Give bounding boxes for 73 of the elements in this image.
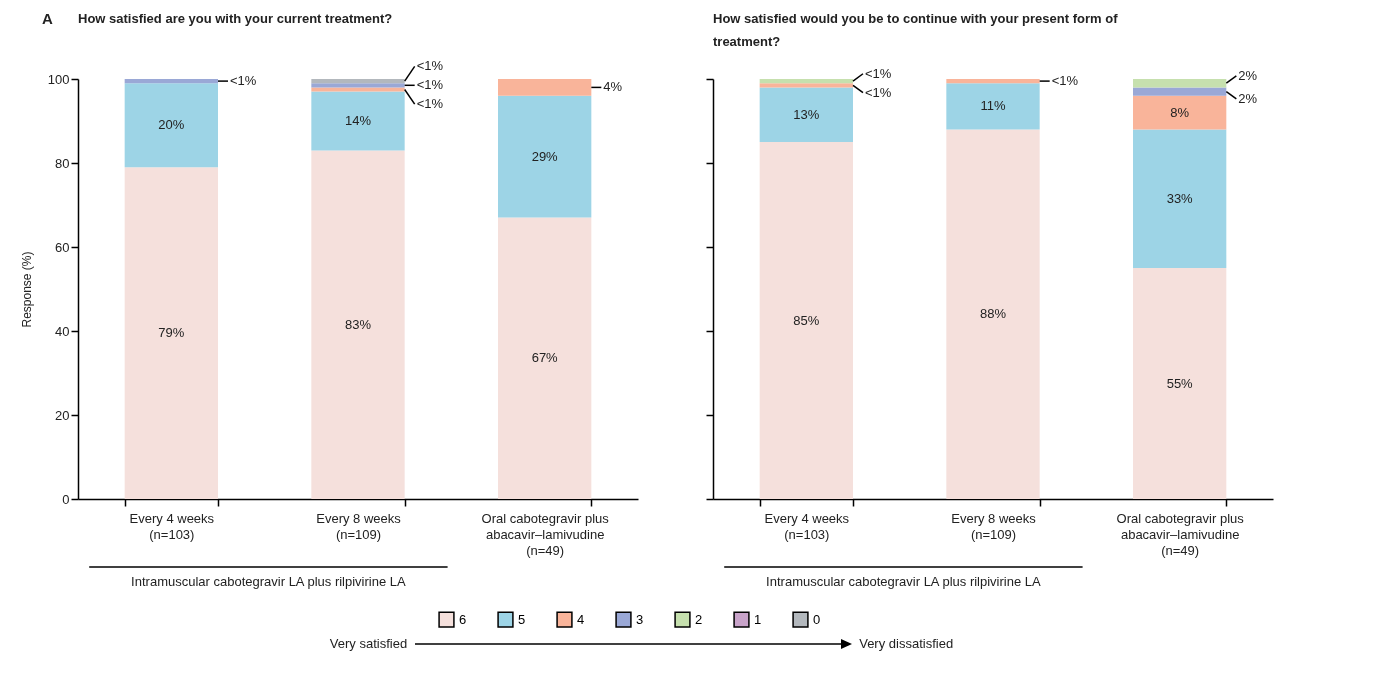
legend-label: 6 (459, 611, 467, 627)
bar (498, 217, 592, 499)
legend-label: 1 (754, 611, 762, 627)
y-tick-label: 20 (55, 407, 70, 423)
y-axis-title: Response (%) (19, 251, 34, 328)
bar (311, 91, 405, 151)
bar (759, 142, 853, 499)
data-label: 4% (603, 79, 623, 95)
bar (1133, 129, 1227, 268)
bar (124, 79, 218, 84)
bar (1133, 268, 1227, 499)
bar (946, 79, 1040, 84)
x-tick-label: Oral cabotegravir plus abacavir–lamivudine (n=49) (1116, 510, 1245, 558)
bar (1133, 87, 1227, 96)
bar (946, 83, 1040, 130)
legend-label: 2 (695, 611, 703, 627)
bar (311, 79, 405, 84)
data-label: 8% (1170, 104, 1190, 120)
y-tick-label: 100 (47, 71, 70, 87)
data-label: 83% (344, 316, 372, 332)
bar (124, 167, 218, 499)
data-label: <1% (416, 96, 444, 112)
legend-label: 5 (518, 611, 526, 627)
data-label: 13% (793, 106, 820, 122)
text: Very dissatisfied (859, 636, 954, 651)
y-tick-label: 0 (62, 491, 70, 507)
data-label: 67% (531, 350, 559, 366)
bar (1133, 79, 1227, 88)
bar (759, 87, 853, 142)
text: Intramuscular cabotegravir LA plus rilpivirine LA (131, 574, 407, 589)
data-label: 11% (980, 98, 1006, 114)
data-label: 88% (979, 306, 1007, 322)
bar (946, 129, 1040, 499)
chart-title: How satisfied are you with your current treatment? (78, 11, 393, 26)
x-tick-label: Every 4 weeks (n=103) (129, 510, 215, 542)
bar (498, 95, 592, 218)
data-label: <1% (416, 58, 444, 74)
y-tick-label: 80 (55, 155, 70, 171)
x-tick-label: Every 4 weeks (n=103) (764, 510, 850, 542)
legend-label: 4 (577, 611, 585, 627)
data-label: 29% (531, 148, 559, 164)
chart-title: How satisfied would you be to continue with your present form of treatment? (713, 11, 1119, 49)
data-label: 33% (1166, 190, 1194, 206)
data-label: <1% (1051, 73, 1079, 89)
data-label: 85% (793, 312, 820, 328)
data-label: 20% (158, 117, 185, 133)
bar (498, 79, 592, 96)
bar (311, 87, 405, 92)
data-label: 2% (1238, 67, 1258, 83)
data-label: 55% (1166, 375, 1194, 391)
data-label: <1% (230, 73, 257, 89)
legend-label: 0 (813, 611, 821, 627)
data-label: 14% (344, 113, 372, 128)
x-tick-label: Every 8 weeks (n=109) (316, 510, 402, 542)
legend-label: 3 (636, 611, 644, 627)
bar (311, 150, 405, 499)
text: Intramuscular cabotegravir LA plus rilpivirine LA (766, 574, 1042, 589)
data-label: <1% (865, 84, 892, 100)
bar (124, 83, 218, 168)
y-tick-label: 60 (55, 239, 70, 255)
text: Very satisfied (329, 636, 408, 651)
data-label: 79% (158, 325, 185, 341)
text: A (42, 10, 53, 27)
bar (759, 79, 853, 84)
data-label: 2% (1238, 90, 1258, 106)
bar (311, 83, 405, 88)
x-tick-label: Every 8 weeks (n=109) (951, 510, 1037, 542)
data-label: <1% (865, 65, 892, 81)
y-tick-label: 40 (55, 323, 70, 339)
x-tick-label: Oral cabotegravir plus abacavir–lamivudine (n=49) (481, 510, 610, 558)
bar (1133, 95, 1227, 130)
data-label: <1% (416, 77, 444, 93)
bar (759, 83, 853, 88)
